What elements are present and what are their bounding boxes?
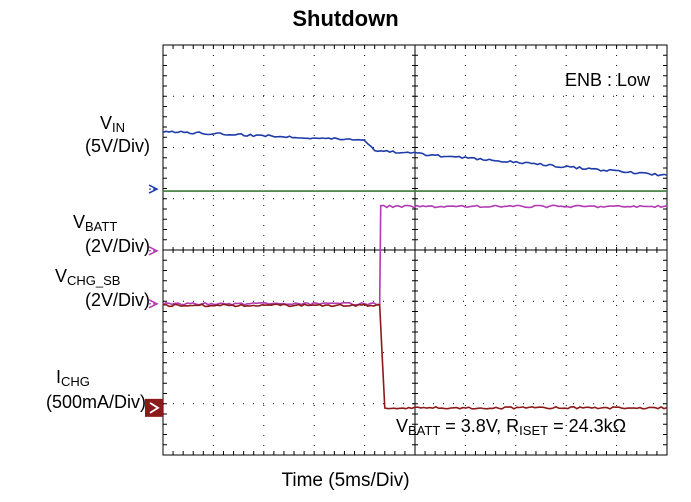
enb-annotation: ENB : Low [565, 70, 651, 90]
trace-vin [162, 130, 668, 177]
vbatt-scale-label: (2V/Div) [84, 236, 150, 256]
vbatt-label: VBATT [73, 212, 118, 234]
vchg-sb-scale-label: (2V/Div) [84, 290, 150, 310]
ichg-scale-label: (500mA/Div) [45, 392, 146, 412]
x-axis-label: Time (5ms/Div) [281, 470, 410, 491]
vin-ground-marker [148, 184, 159, 194]
ichg-ground-arrow [149, 402, 160, 414]
vchg-sb-label: VCHG_SB [55, 266, 121, 288]
trace-ichg [162, 303, 668, 410]
conditions-annotation: VBATT = 3.8V, RISET = 24.3kΩ [396, 416, 627, 438]
vin-scale-label: (5V/Div) [84, 136, 150, 156]
vin-label: VIN [100, 113, 126, 135]
ichg-label: ICHG [56, 367, 90, 389]
trace-vbatt [162, 204, 668, 306]
chart-title: Shutdown [292, 6, 399, 31]
ichg-ground-marker [145, 398, 163, 417]
vchg-sb-ground-marker [148, 299, 159, 309]
vbatt-ground-marker [148, 246, 159, 256]
